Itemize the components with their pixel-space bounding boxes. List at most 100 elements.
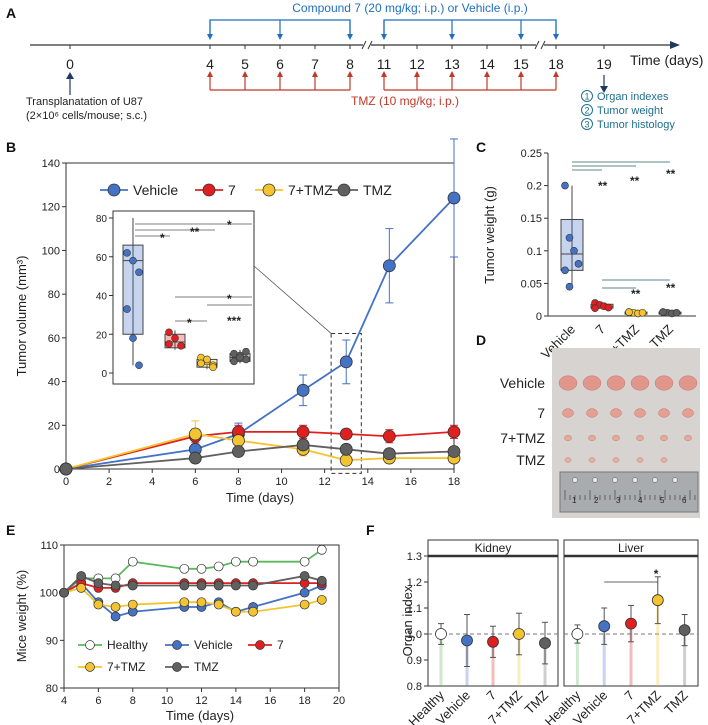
- data-point: [447, 191, 461, 205]
- x-tick-label: 4: [149, 476, 155, 488]
- data-point: [570, 247, 578, 255]
- x-tick-label: 12: [195, 695, 207, 707]
- x-tick-label: 8: [235, 476, 241, 488]
- tumor-specimen: [678, 375, 698, 391]
- y-tick-label: 140: [42, 158, 60, 170]
- tmz-dose-arrow: [312, 71, 318, 77]
- inset-point: [123, 305, 131, 313]
- x-tick-label: 14: [230, 695, 242, 707]
- axis-break-gap: [536, 40, 544, 50]
- sig-star: **: [631, 287, 641, 301]
- data-point: [231, 606, 241, 617]
- data-point: [59, 462, 73, 476]
- ruler-number: 1: [572, 496, 577, 505]
- data-point: [651, 594, 664, 607]
- category-label: 7: [621, 688, 637, 704]
- photo-row-label: TMZ: [516, 452, 545, 468]
- x-tick-label: 6: [192, 476, 198, 488]
- data-point: [487, 635, 499, 648]
- ruler-number: 3: [616, 496, 621, 505]
- outcome-number-circle: [581, 90, 593, 102]
- y-tick-label: 90: [46, 635, 58, 647]
- compound-dose-arrow: [518, 34, 524, 40]
- outcome-item: Tumor histology: [597, 119, 675, 131]
- data-point: [591, 304, 599, 312]
- inset-connector: [253, 265, 332, 334]
- legend-label: Healthy: [107, 638, 148, 652]
- photo-row-label: Vehicle: [500, 375, 545, 391]
- category-label: TMZ: [661, 687, 691, 717]
- tumor-specimen: [636, 434, 644, 442]
- y-tick-label: 1.2: [407, 577, 422, 589]
- axis-break-mark: [540, 40, 546, 50]
- ruler-hole: [672, 477, 678, 483]
- compound-label: Compound 7 (20 mg/kg; i.p.) or Vehicle (…: [292, 1, 527, 15]
- data-point: [248, 556, 258, 567]
- data-point: [179, 597, 190, 608]
- series-line-7+TMZ: [63, 586, 323, 613]
- data-point: [447, 425, 461, 439]
- day-label: 11: [377, 56, 392, 72]
- inset-point: [135, 268, 143, 277]
- panel-label-d: D: [476, 332, 486, 348]
- sig-star: *: [654, 567, 659, 581]
- legend-label: 7+TMZ: [288, 182, 333, 198]
- data-point: [565, 282, 574, 291]
- data-point: [127, 599, 138, 610]
- x-tick-label: 16: [264, 695, 276, 707]
- y-tick-label: 0.2: [527, 181, 542, 193]
- legend-marker: [172, 662, 182, 672]
- tmz-dose-arrow: [414, 71, 420, 77]
- data-point: [232, 445, 245, 458]
- day-label: 13: [444, 56, 460, 72]
- tumor-specimen: [558, 375, 578, 391]
- outcome-number: 3: [584, 120, 589, 130]
- compound-dose-arrow: [347, 34, 353, 40]
- tmz-dose-arrow: [381, 71, 387, 77]
- y-tick-label: 1.0: [407, 629, 422, 641]
- y-tick-label: 1.1: [407, 603, 422, 615]
- outcome-number: 2: [584, 106, 589, 116]
- data-point: [461, 634, 473, 647]
- data-point: [179, 580, 190, 591]
- organ-index-chart: Organ index0.80.91.01.11.21.3KidneyHealt…: [400, 539, 699, 725]
- ruler-hole: [572, 477, 578, 483]
- data-point: [316, 575, 327, 586]
- day13-highlight-box: [330, 332, 362, 474]
- timeline-arrowhead: [670, 41, 680, 49]
- data-point: [678, 624, 691, 636]
- ruler-hole: [612, 477, 618, 483]
- tumor-specimen: [582, 375, 602, 391]
- data-point: [188, 427, 202, 441]
- tumor-specimen: [606, 375, 626, 391]
- data-point: [213, 580, 224, 591]
- legend-label: TMZ: [363, 182, 392, 198]
- inset-sig-star: *: [187, 316, 192, 330]
- tumor-specimen: [660, 434, 668, 442]
- tumor-specimen: [682, 408, 694, 418]
- sig-star: **: [666, 167, 676, 181]
- data-point: [598, 620, 611, 633]
- tumor-specimen: [610, 408, 622, 418]
- series-line-TMZ: [65, 444, 455, 470]
- day-label: 14: [479, 56, 495, 72]
- y-tick-label: 40: [48, 377, 60, 389]
- inset-point: [129, 256, 137, 265]
- tmz-dose-arrow: [449, 71, 455, 77]
- photo-row-label: 7+TMZ: [500, 430, 545, 446]
- data-point: [539, 637, 551, 649]
- day-label: 7: [311, 56, 319, 72]
- inset-y-tick-label: 0: [101, 369, 107, 380]
- data-point: [110, 611, 121, 622]
- y-axis-title: Tumor weight (g): [482, 186, 497, 284]
- ruler: [559, 471, 699, 513]
- legend-marker: [107, 183, 121, 197]
- transplant-line1: Transplanatation of U87: [26, 96, 143, 108]
- y-tick-label: 0.8: [407, 681, 422, 693]
- sig-star: **: [666, 281, 676, 295]
- tumor-specimen: [658, 408, 670, 418]
- tmz-dose-arrow: [347, 71, 353, 77]
- data-point: [196, 563, 207, 574]
- data-point: [110, 580, 121, 591]
